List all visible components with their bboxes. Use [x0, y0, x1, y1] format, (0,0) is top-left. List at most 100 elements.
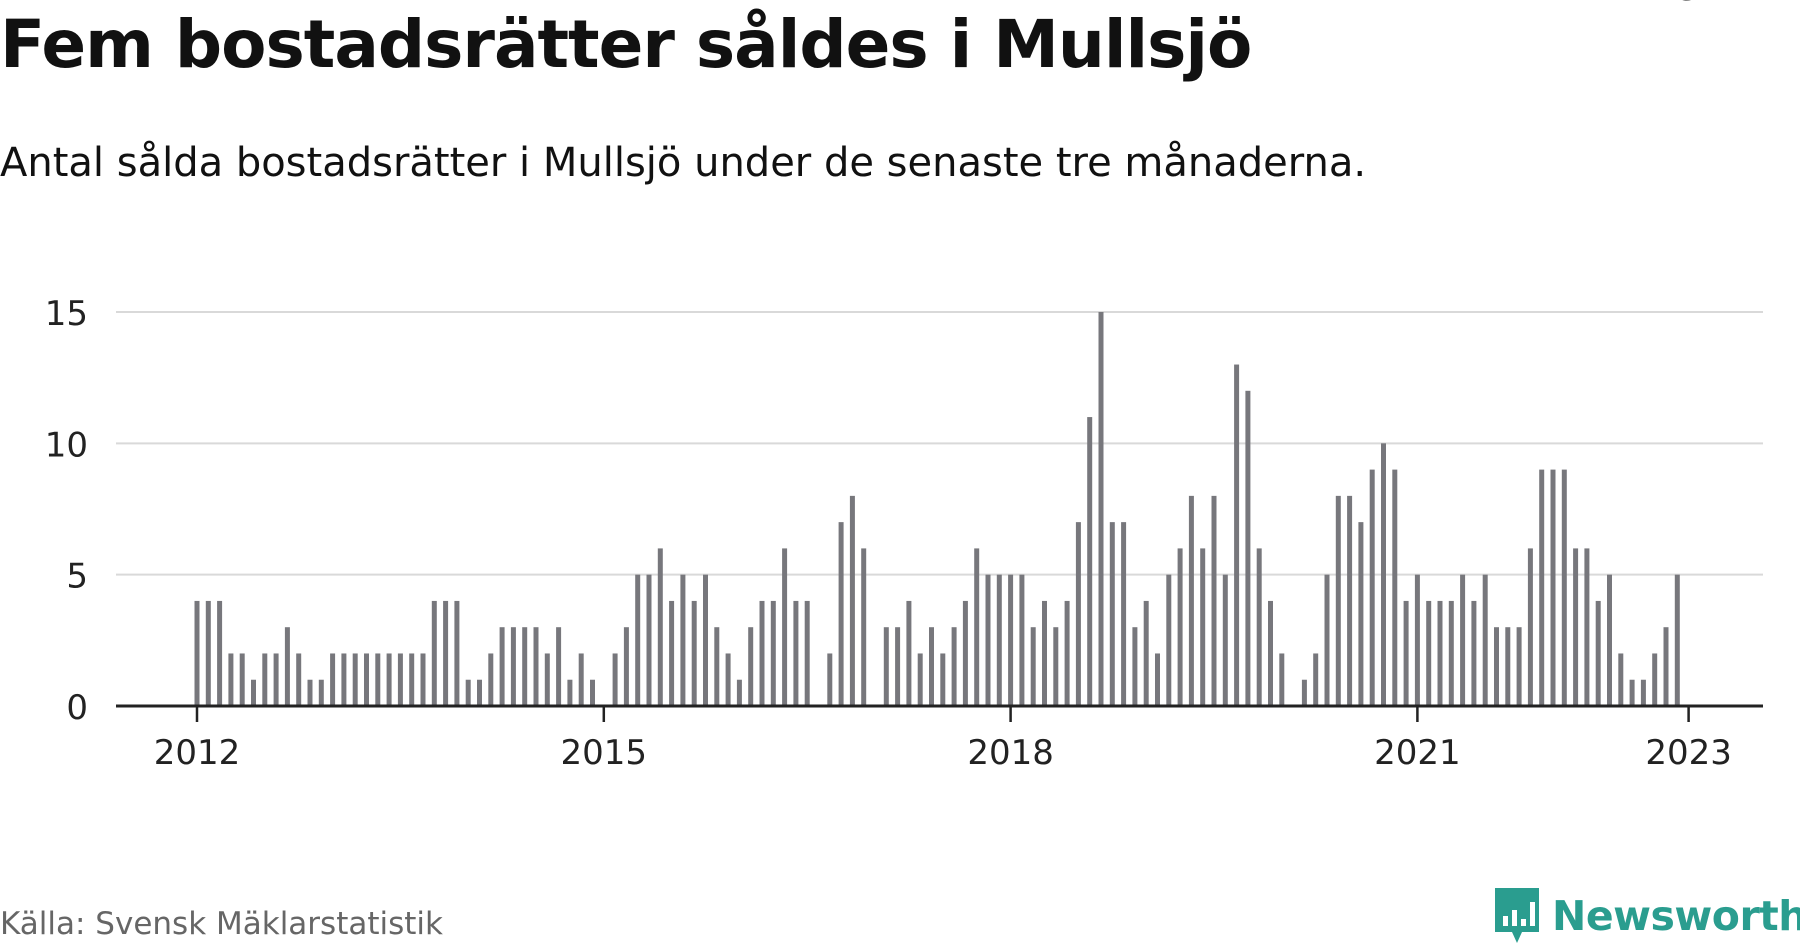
bar — [951, 627, 957, 706]
bar — [612, 653, 618, 706]
bar — [646, 574, 652, 706]
bar — [917, 653, 923, 706]
bars — [194, 312, 1680, 706]
bar — [906, 600, 912, 706]
bar — [623, 627, 629, 706]
bar — [1426, 600, 1432, 706]
bar — [804, 600, 810, 706]
bar — [1640, 679, 1646, 706]
bar — [1301, 679, 1307, 706]
highlight-value-label: 5 — [1677, 0, 1700, 9]
bar — [194, 600, 200, 706]
bar — [1234, 364, 1240, 706]
bar — [1437, 600, 1443, 706]
bar — [522, 627, 528, 706]
bar — [1030, 627, 1036, 706]
bar — [1460, 574, 1466, 706]
bar — [635, 574, 641, 706]
bar — [782, 548, 788, 706]
bar — [341, 653, 347, 706]
bar — [1132, 627, 1138, 706]
bar — [1539, 469, 1545, 706]
bar — [296, 653, 302, 706]
bar — [985, 574, 991, 706]
bar — [1347, 495, 1353, 706]
bar-chart: 0 5 10 15 2012 2015 2018 2021 2023 5 — [45, 0, 1763, 773]
bar — [262, 653, 268, 706]
y-tick-label: 5 — [66, 557, 88, 597]
bar — [895, 627, 901, 706]
bar — [375, 653, 381, 706]
bar — [1245, 390, 1251, 706]
bar — [1143, 600, 1149, 706]
gridlines — [116, 311, 1763, 576]
bar — [1674, 574, 1680, 706]
bar — [1166, 574, 1172, 706]
bar — [929, 627, 934, 706]
bar — [1618, 653, 1624, 706]
bar — [465, 679, 471, 706]
bar — [725, 653, 731, 706]
bar — [1369, 469, 1375, 706]
bar — [1448, 600, 1454, 706]
bar — [1392, 469, 1398, 706]
x-tick-label: 2023 — [1645, 733, 1732, 773]
bar — [1008, 574, 1014, 706]
bar — [691, 600, 697, 706]
bar — [556, 627, 562, 706]
bar — [1075, 522, 1081, 706]
bar — [578, 653, 584, 706]
bar — [1381, 443, 1386, 706]
bar — [364, 653, 369, 706]
bar — [386, 653, 392, 706]
bar — [838, 522, 844, 706]
bar — [217, 600, 223, 706]
y-tick-label: 15 — [45, 294, 88, 334]
bar — [352, 653, 358, 706]
bar — [307, 679, 313, 706]
bar — [1573, 548, 1579, 706]
x-tick-label: 2021 — [1374, 733, 1461, 773]
bar — [1042, 600, 1047, 706]
bar — [420, 653, 426, 706]
bar — [431, 600, 437, 706]
bar-chart-speech-bubble-icon — [1495, 888, 1539, 943]
bar — [974, 548, 980, 706]
bar — [544, 653, 550, 706]
brand-name: Newsworthy — [1552, 892, 1800, 940]
bar — [1663, 627, 1669, 706]
bar — [477, 679, 482, 706]
bar — [1098, 312, 1104, 706]
bar — [1629, 679, 1635, 706]
bar — [239, 653, 245, 706]
bar — [770, 600, 776, 706]
bar — [1188, 495, 1194, 706]
bar — [1268, 600, 1273, 706]
bar — [499, 627, 505, 706]
bar — [793, 600, 799, 706]
bar — [273, 653, 279, 706]
bar — [962, 600, 968, 706]
bar — [1177, 548, 1183, 706]
bar — [1516, 627, 1522, 706]
bar — [1494, 627, 1499, 706]
bar — [1505, 627, 1511, 706]
bar — [1064, 600, 1070, 706]
bar — [759, 600, 765, 706]
bar — [1053, 627, 1059, 706]
bar — [1595, 600, 1601, 706]
bar — [714, 627, 720, 706]
bar — [736, 679, 742, 706]
y-axis-ticks: 0 5 10 15 — [45, 294, 88, 728]
bar — [1019, 574, 1025, 706]
bar — [251, 679, 256, 706]
bar — [996, 574, 1002, 706]
bar — [1313, 653, 1319, 706]
chart-title: Fem bostadsrätter såldes i Mullsjö — [0, 6, 1252, 83]
bar — [567, 679, 573, 706]
bar — [1256, 548, 1262, 706]
chart-subtitle: Antal sålda bostadsrätter i Mullsjö unde… — [0, 140, 1367, 186]
bar — [1414, 574, 1420, 706]
bar — [657, 548, 663, 706]
bar — [703, 574, 708, 706]
